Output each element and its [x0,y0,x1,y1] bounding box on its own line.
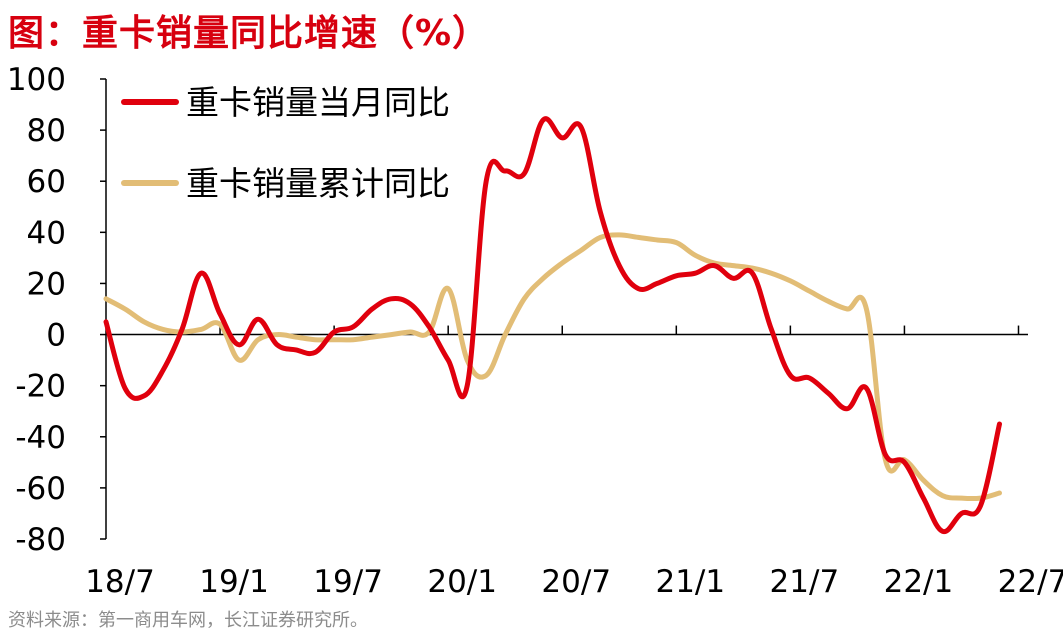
y-tick-label: 60 [27,164,66,200]
x-axis-ticks: 18/7 19/1 19/7 20/1 20/7 21/1 21/7 22/1 22/7 [85,325,1063,600]
series-layer [103,116,1002,535]
y-tick-label: 40 [27,215,66,251]
x-tick-label: 19/7 [313,564,383,600]
y-tick-label: 80 [27,113,66,149]
x-tick-label: 20/7 [541,564,611,600]
legend-label-cumulative: 重卡销量累计同比 [186,164,450,203]
x-tick-label: 22/1 [884,564,954,600]
y-tick-label: 100 [7,62,66,98]
y-tick-label: 0 [46,318,66,354]
x-tick-label: 18/7 [85,564,155,600]
series-line-cumulative-yoy [103,232,1002,502]
x-tick-label: 21/1 [655,564,725,600]
y-tick-label: 20 [27,266,66,302]
x-tick-label: 21/7 [770,564,840,600]
chart-title: 图：重卡销量同比增速（%） [8,13,490,54]
legend-label-monthly: 重卡销量当月同比 [186,83,450,122]
source-note: 资料来源：第一商用车网，长江证券研究所。 [8,610,368,631]
x-tick-label: 19/1 [199,564,269,600]
x-tick-label: 20/1 [427,564,497,600]
series-line-monthly-yoy [103,116,1002,535]
x-tick-label: 22/7 [998,564,1063,600]
y-tick-label: -20 [15,369,66,405]
y-tick-label: -40 [15,420,66,456]
y-tick-label: -80 [15,522,66,558]
y-axis-ticks: 100 80 60 40 20 0 -20 -40 -60 -80 [7,62,106,558]
y-tick-label: -60 [15,471,66,507]
